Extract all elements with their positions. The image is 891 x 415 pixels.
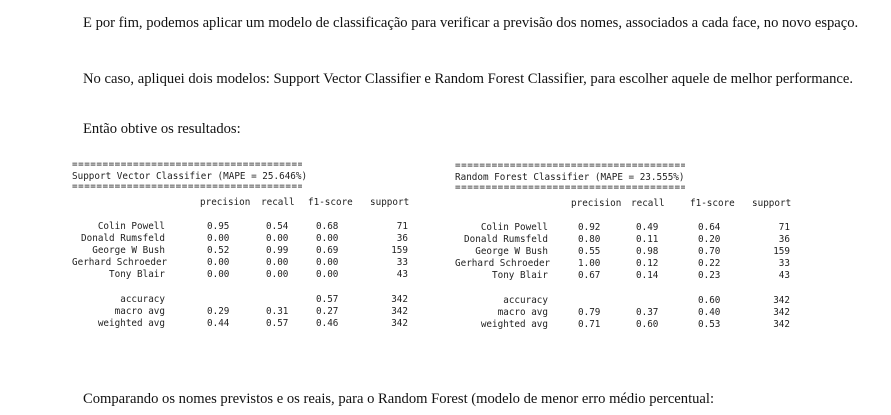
cell-recall: 0.12 xyxy=(636,258,659,269)
cell-recall: 0.14 xyxy=(636,270,659,281)
cell-support: 43 xyxy=(778,270,790,281)
row-label: Donald Rumsfeld xyxy=(464,234,548,245)
cell-precision: 0.71 xyxy=(578,319,601,330)
cell-f1-score: 0.57 xyxy=(316,294,339,305)
report-rule: ========================================… xyxy=(72,184,302,189)
report-header-recall: recall xyxy=(261,197,295,208)
cell-support: 71 xyxy=(396,221,408,232)
cell-recall: 0.49 xyxy=(636,222,659,233)
cell-f1-score: 0.40 xyxy=(698,307,721,318)
cell-support: 342 xyxy=(391,306,408,317)
cell-f1-score: 0.69 xyxy=(316,245,339,256)
report-header-precision: precision xyxy=(571,198,622,209)
report-header-f1: f1-score xyxy=(308,197,353,208)
cell-f1-score: 0.46 xyxy=(316,318,339,329)
cell-support: 43 xyxy=(396,269,408,280)
paragraph-results-lead: Então obtive os resultados: xyxy=(83,121,241,137)
paragraph-models: No caso, apliquei dois modelos: Support … xyxy=(83,71,853,87)
row-label: George W Bush xyxy=(475,246,548,257)
cell-precision: 0.00 xyxy=(207,269,230,280)
cell-support: 159 xyxy=(391,245,408,256)
cell-precision: 0.55 xyxy=(578,246,601,257)
cell-support: 33 xyxy=(778,258,790,269)
row-label: Donald Rumsfeld xyxy=(81,233,165,244)
cell-precision: 1.00 xyxy=(578,258,601,269)
cell-support: 342 xyxy=(773,319,790,330)
row-label: Tony Blair xyxy=(492,270,548,281)
report-rule: ========================================… xyxy=(455,163,685,168)
cell-f1-score: 0.00 xyxy=(316,257,339,268)
cell-f1-score: 0.00 xyxy=(316,269,339,280)
report-header-precision: precision xyxy=(200,197,251,208)
paragraph-comparison: Comparando os nomes previstos e os reais… xyxy=(83,391,715,407)
row-label: Gerhard Schroeder xyxy=(72,257,168,268)
cell-recall: 0.00 xyxy=(266,269,289,280)
cell-precision: 0.52 xyxy=(207,245,230,256)
cell-f1-score: 0.70 xyxy=(698,246,721,257)
cell-precision: 0.80 xyxy=(578,234,601,245)
cell-recall: 0.54 xyxy=(266,221,289,232)
summary-label: weighted avg xyxy=(480,319,548,330)
summary-label: accuracy xyxy=(120,294,165,305)
row-label: Colin Powell xyxy=(480,222,548,233)
report-title: Random Forest Classifier (MAPE = 23.555%… xyxy=(455,172,685,183)
cell-recall: 0.99 xyxy=(266,245,289,256)
report-rule: ========================================… xyxy=(72,162,302,167)
cell-support: 342 xyxy=(391,318,408,329)
cell-precision: 0.44 xyxy=(207,318,230,329)
cell-f1-score: 0.27 xyxy=(316,306,339,317)
row-label: Tony Blair xyxy=(109,269,165,280)
cell-recall: 0.00 xyxy=(266,233,289,244)
report-rule: ========================================… xyxy=(455,185,685,190)
row-label: Colin Powell xyxy=(97,221,165,232)
cell-precision: 0.95 xyxy=(207,221,230,232)
cell-precision: 0.67 xyxy=(578,270,601,281)
cell-support: 342 xyxy=(773,295,790,306)
report-header-support: support xyxy=(752,198,792,209)
cell-f1-score: 0.22 xyxy=(698,258,721,269)
cell-precision: 0.00 xyxy=(207,257,230,268)
cell-f1-score: 0.20 xyxy=(698,234,721,245)
cell-support: 36 xyxy=(396,233,408,244)
report-title: Support Vector Classifier (MAPE = 25.646… xyxy=(72,171,308,182)
cell-f1-score: 0.00 xyxy=(316,233,339,244)
cell-support: 342 xyxy=(773,307,790,318)
report-header-support: support xyxy=(370,197,410,208)
cell-precision: 0.92 xyxy=(578,222,601,233)
paragraph-intro: E por fim, podemos aplicar um modelo de … xyxy=(83,15,859,31)
cell-recall: 0.60 xyxy=(636,319,659,330)
cell-support: 159 xyxy=(773,246,790,257)
summary-label: macro avg xyxy=(114,306,165,317)
cell-recall: 0.00 xyxy=(266,257,289,268)
cell-support: 342 xyxy=(391,294,408,305)
cell-support: 33 xyxy=(396,257,408,268)
cell-recall: 0.57 xyxy=(266,318,289,329)
cell-recall: 0.11 xyxy=(636,234,659,245)
row-label: Gerhard Schroeder xyxy=(455,258,551,269)
summary-label: weighted avg xyxy=(97,318,165,329)
cell-f1-score: 0.53 xyxy=(698,319,721,330)
cell-support: 36 xyxy=(778,234,790,245)
cell-recall: 0.37 xyxy=(636,307,659,318)
cell-precision: 0.00 xyxy=(207,233,230,244)
cell-precision: 0.79 xyxy=(578,307,601,318)
cell-recall: 0.98 xyxy=(636,246,659,257)
report-header-recall: recall xyxy=(631,198,665,209)
cell-support: 71 xyxy=(778,222,790,233)
cell-f1-score: 0.68 xyxy=(316,221,339,232)
cell-f1-score: 0.23 xyxy=(698,270,721,281)
summary-label: accuracy xyxy=(503,295,548,306)
row-label: George W Bush xyxy=(92,245,165,256)
cell-f1-score: 0.60 xyxy=(698,295,721,306)
cell-precision: 0.29 xyxy=(207,306,230,317)
cell-f1-score: 0.64 xyxy=(698,222,721,233)
report-header-f1: f1-score xyxy=(690,198,735,209)
cell-recall: 0.31 xyxy=(266,306,289,317)
summary-label: macro avg xyxy=(497,307,548,318)
